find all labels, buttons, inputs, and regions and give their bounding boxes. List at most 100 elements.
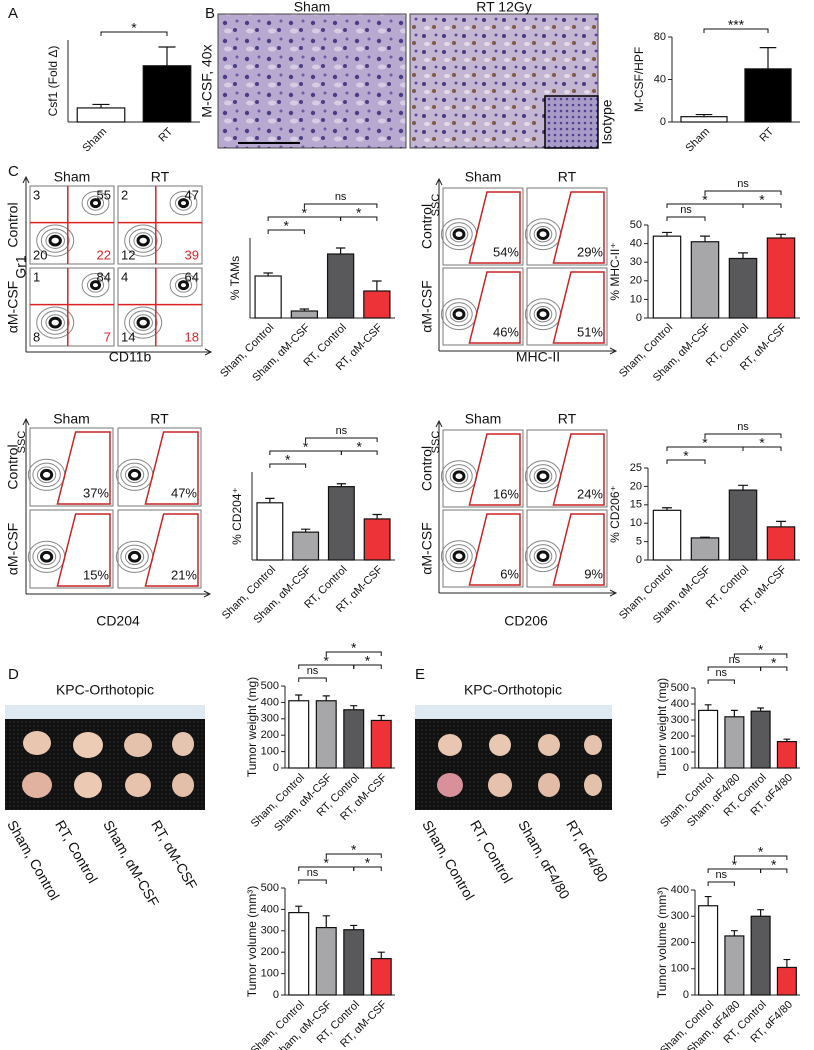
contour [445,544,473,569]
contour [48,316,62,329]
significance-bracket [704,433,782,438]
error-bar [322,915,330,928]
contour [174,277,193,293]
y-tick-label: 300 [671,714,689,726]
y-tick-label: 100 [671,746,689,758]
y-axis-label: % CD204⁺ [230,487,244,545]
y-axis-label: Tumor volume (mm³) [655,887,669,999]
bar [698,905,719,996]
y-tick-label: 25 [630,462,642,474]
gate-value: 21% [171,567,197,582]
error-bar [372,280,382,291]
contour [529,544,557,569]
contour [452,550,466,563]
contour [127,550,142,563]
quadrant-value: 2 [121,187,128,202]
significance-bracket [742,446,782,451]
column-label: RT [150,411,169,427]
y-tick-label: 500 [671,682,689,694]
error-bar [372,513,382,519]
contour [81,190,110,216]
gate-value: 15% [83,567,109,582]
y-axis-label: Tumor weight (mg) [245,677,259,777]
panel-label: B [205,5,215,22]
column-label: RT [558,411,577,427]
flow-plot [117,185,203,265]
bar [776,740,797,769]
significance-bracket [666,459,706,464]
axis-arrow [26,348,213,356]
bar [766,526,796,561]
contour [177,198,190,209]
contour [39,550,54,563]
contour [174,195,193,211]
row-label: M-CSF, 40x [199,44,215,117]
error-bar [704,704,712,711]
quadrant-value: 20 [33,247,47,262]
bar [343,929,365,996]
contour [124,224,163,257]
bar [370,958,392,996]
bar [690,537,720,561]
row-label: αM-CSF [419,280,435,332]
bar [288,700,310,769]
significance-bracket [760,666,788,671]
significance-bracket [733,653,788,658]
contour [536,470,550,483]
flow-plot [117,267,203,347]
y-tick-label: 200 [671,936,689,948]
contour [120,544,149,569]
quadrant-value: 64 [185,269,199,284]
bar [724,935,745,996]
contour [136,234,150,247]
significance-bracket [353,866,382,871]
photo-label: RT, Control [467,817,516,885]
quadrant-value: 8 [33,329,40,344]
significance-label: * [303,439,309,455]
contour [45,314,65,331]
significance-label: * [302,205,308,221]
significance-bracket [269,463,307,468]
photo-label: RT, αF4/80 [563,817,611,885]
contour [89,280,102,291]
y-tick-label: 40 [630,238,642,250]
y-tick-label: 400 [261,696,279,708]
bar [363,518,391,561]
contour [169,190,198,216]
row-label: αM-CSF [5,281,21,333]
contour [133,232,153,249]
contour [533,548,553,565]
contour [124,466,145,484]
x-tick-label: Sham [80,126,109,155]
bar [370,719,392,769]
y-axis-label: % CD206⁺ [608,485,622,543]
contour [445,302,473,327]
gate-value: 37% [83,485,109,500]
y-tick-label: 0 [636,312,642,324]
axis-arrow [26,590,212,598]
significance-label: * [285,452,291,468]
contour [40,310,70,335]
bar [698,709,719,769]
y-axis-label: % MHC-II⁺ [608,242,622,300]
axis-arrow [435,419,443,593]
bar [724,716,745,769]
significance-label: ns [729,654,741,666]
contour [32,462,61,487]
significance-label: * [365,653,371,669]
y-tick-label: 400 [671,884,689,896]
gate [144,513,199,587]
y-tick-label: 300 [671,910,689,922]
contour [40,228,70,253]
y-tick-label: 20 [630,275,642,287]
y-tick-label: 500 [261,680,279,692]
y-tick-label: 400 [671,698,689,710]
contour [529,222,557,247]
axis-arrow [22,417,30,594]
contour [452,470,466,483]
gate [144,431,199,505]
contour [169,272,198,298]
bar [750,710,771,769]
row-label: Control [5,444,21,489]
flow-plot [117,509,202,589]
